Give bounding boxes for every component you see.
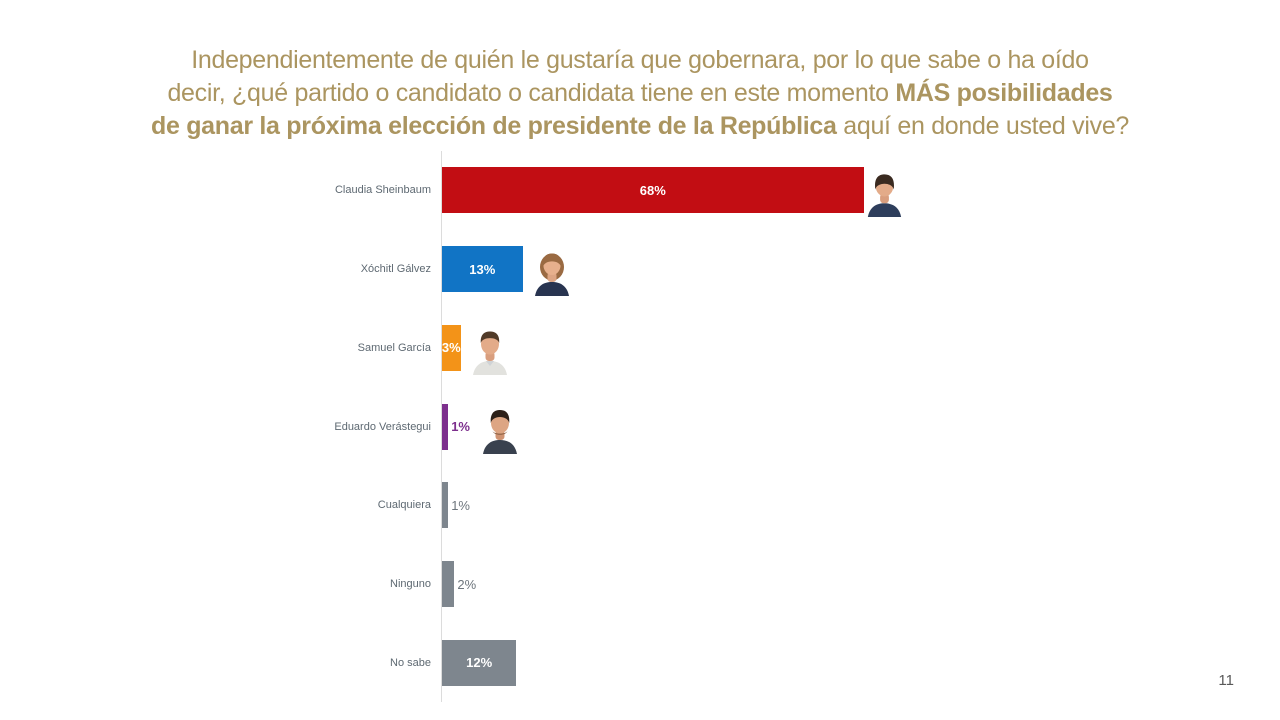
plot-area: 2%	[441, 544, 1280, 624]
title-line-2: decir, ¿qué partido o candidato o candid…	[45, 77, 1235, 110]
value-label: 3%	[441, 340, 461, 356]
candidate-photo-eduardo-verastegui	[479, 406, 521, 454]
candidate-photo-xochitl-galvez	[532, 248, 572, 297]
title-text: Independientemente de quién le gustaría …	[191, 46, 1089, 74]
value-label: 1%	[451, 419, 470, 435]
bar-samuel-garcia: 3%	[441, 324, 461, 371]
category-label: Samuel García	[357, 341, 431, 354]
value-label: 68%	[639, 182, 666, 198]
bar-row-cualquiera: Cualquiera 1%	[0, 466, 1280, 545]
value-label: 1%	[451, 497, 470, 513]
plot-area: 12%	[441, 623, 1280, 703]
bar-row-claudia-sheinbaum: Claudia Sheinbaum 68%	[0, 151, 1280, 230]
category-label: No sabe	[390, 656, 431, 669]
bar-xochitl-galvez: 13%	[442, 246, 523, 293]
plot-area: 13%	[441, 229, 1280, 309]
value-label: 2%	[457, 576, 477, 592]
bar-row-samuel-garcia: Samuel García 3%	[0, 308, 1280, 388]
plot-area: 3%	[441, 308, 1280, 388]
page-title: Independientemente de quién le gustaría …	[45, 0, 1235, 143]
plot-area: 68%	[441, 151, 1280, 230]
category-label: Cualquiera	[377, 499, 431, 512]
category-label: Claudia Sheinbaum	[334, 184, 431, 197]
candidate-photo-claudia-sheinbaum	[864, 170, 905, 217]
title-line-1: Independientemente de quién le gustaría …	[45, 44, 1235, 77]
title-text-bold: de ganar la próxima elección de presiden…	[150, 112, 837, 140]
title-text: decir, ¿qué partido o candidato o candid…	[167, 79, 896, 107]
plot-area: 1%	[441, 466, 1280, 545]
title-text: aquí en donde usted vive?	[836, 112, 1130, 140]
page-number: 11	[1218, 672, 1234, 689]
bar-no-sabe: 12%	[442, 639, 517, 686]
value-label: 12%	[466, 655, 493, 671]
bar-ninguno	[442, 561, 455, 608]
candidate-photo-samuel-garcia	[470, 327, 510, 375]
title-text-bold: MÁS posibilidades	[895, 79, 1113, 107]
category-label: Ninguno	[390, 578, 431, 591]
bar-row-no-sabe: No sabe 12%	[0, 623, 1280, 703]
category-label: Xóchitl Gálvez	[360, 263, 431, 276]
bar-cualquiera	[442, 482, 449, 529]
title-line-3: de ganar la próxima elección de presiden…	[45, 110, 1235, 143]
plot-area: 1%	[441, 387, 1280, 466]
bar-row-xochitl-galvez: Xóchitl Gálvez 13%	[0, 229, 1280, 309]
bar-eduardo-verastegui	[442, 403, 449, 450]
category-label: Eduardo Verástegui	[334, 420, 431, 433]
bar-row-ninguno: Ninguno 2%	[0, 544, 1280, 624]
bar-row-eduardo-verastegui: Eduardo Verástegui 1%	[0, 387, 1280, 466]
bar-chart: Claudia Sheinbaum 68% Xóchitl Gálvez 13%	[0, 151, 1280, 703]
value-label: 13%	[469, 261, 496, 277]
bar-claudia-sheinbaum: 68%	[442, 167, 864, 214]
